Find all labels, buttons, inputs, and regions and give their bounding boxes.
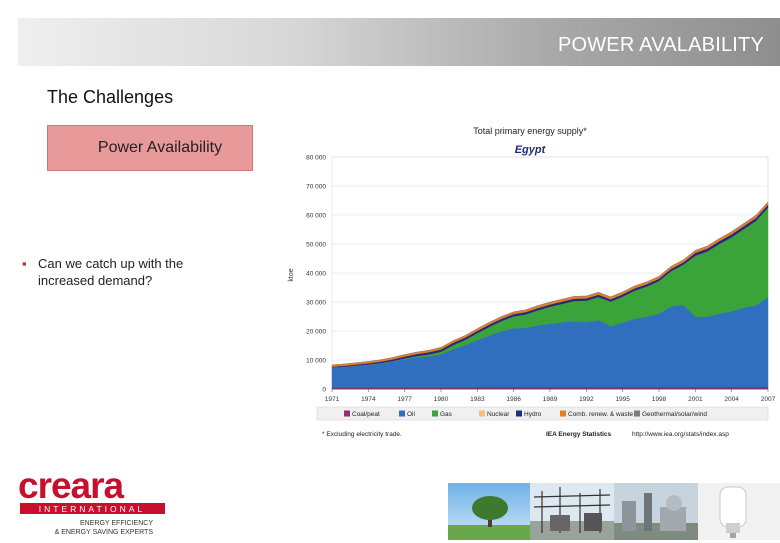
legend-label: Coal/peat [352,411,380,418]
legend-swatch [479,410,485,417]
y-axis-label: ktoe [288,268,295,281]
legend-swatch [432,410,438,417]
chart-footnote: * Excluding electricity trade. [322,431,402,438]
chart-subtitle: Egypt [515,144,547,156]
y-tick-label: 0 [322,387,326,394]
refinery-photo [614,483,698,540]
legend-swatch [399,410,405,417]
chart-source: IEA Energy Statistics [546,431,612,438]
x-tick-label: 1992 [579,396,594,403]
tree-photo [448,483,530,540]
x-tick-label: 1974 [361,396,376,403]
legend-swatch [516,410,522,417]
y-tick-label: 10 000 [306,358,326,365]
x-tick-label: 2004 [724,396,739,403]
x-tick-label: 1980 [434,396,449,403]
x-tick-label: 1998 [652,396,667,403]
legend-swatch [634,410,640,417]
chart-svg: Total primary energy supply* Egypt ktoe … [288,126,776,438]
lightbulb-photo [698,483,780,540]
legend-swatch [344,410,350,417]
bullet-marker: ▪ [22,256,27,271]
legend-label: Oil [407,411,416,418]
photo-strip [448,483,780,540]
logo-tagline-2: & ENERGY SAVING EXPERTS [55,529,154,536]
legend-label: Geothermal/solar/wind [642,411,707,418]
slide-title: POWER AVALABILITY [557,34,764,56]
legend: Coal/peat Oil Gas Nuclear Hydro Comb. renew. … [344,410,707,418]
x-tick-label: 1995 [615,396,630,403]
logo-international: INTERNATIONAL [39,504,145,514]
y-tick-label: 50 000 [306,242,326,249]
x-ticks: 1971 1974 1977 1980 1983 1986 1989 1992 1995 1998… [325,388,776,403]
highlight-box: Power Availability [47,125,253,171]
chart-source-url: http://www.iea.org/stats/index.asp [632,431,729,438]
area-series [331,201,769,390]
x-tick-label: 2001 [688,396,703,403]
chart-title: Total primary energy supply* [473,126,587,136]
y-tick-label: 30 000 [306,300,326,307]
y-tick-label: 20 000 [306,329,326,336]
y-tick-label: 70 000 [306,184,326,191]
section-title: The Challenges [47,87,174,107]
legend-label: Comb. renew. & waste [568,411,633,418]
header-bar: POWER AVALABILITY [18,18,780,66]
logo-svg: creara INTERNATIONAL ENERGY EFFICIENCY &… [18,465,165,536]
x-tick-label: 1989 [543,396,558,403]
y-ticks: 0 10 000 20 000 30 000 40 000 50 000 60 000 70 … [306,155,326,394]
x-tick-label: 1986 [506,396,521,403]
logo-tagline-1: ENERGY EFFICIENCY [80,520,153,527]
legend-label: Hydro [524,411,542,418]
highlight-box-label: Power Availability [97,139,223,156]
y-tick-label: 60 000 [306,213,326,220]
legend-swatch [560,410,566,417]
legend-box [316,406,769,421]
legend-label: Gas [440,411,453,418]
x-tick-label: 1983 [470,396,485,403]
legend-label: Nuclear [487,411,510,418]
logo-bar [20,503,165,514]
x-tick-label: 1971 [325,396,340,403]
x-tick-label: 2007 [761,396,776,403]
y-tick-label: 40 000 [306,271,326,278]
y-tick-label: 80 000 [306,155,326,162]
bullet-text: Can we catch up with the increased deman… [38,256,184,288]
creara-logo: creara INTERNATIONAL ENERGY EFFICIENCY &… [18,465,178,538]
area-geothermal-solar-wind [331,201,769,366]
energy-supply-chart: Total primary energy supply* Egypt ktoe … [282,120,778,445]
x-tick-label: 1977 [397,396,412,403]
logo-wordmark: creara [18,468,125,506]
power-station-photo [530,483,614,540]
